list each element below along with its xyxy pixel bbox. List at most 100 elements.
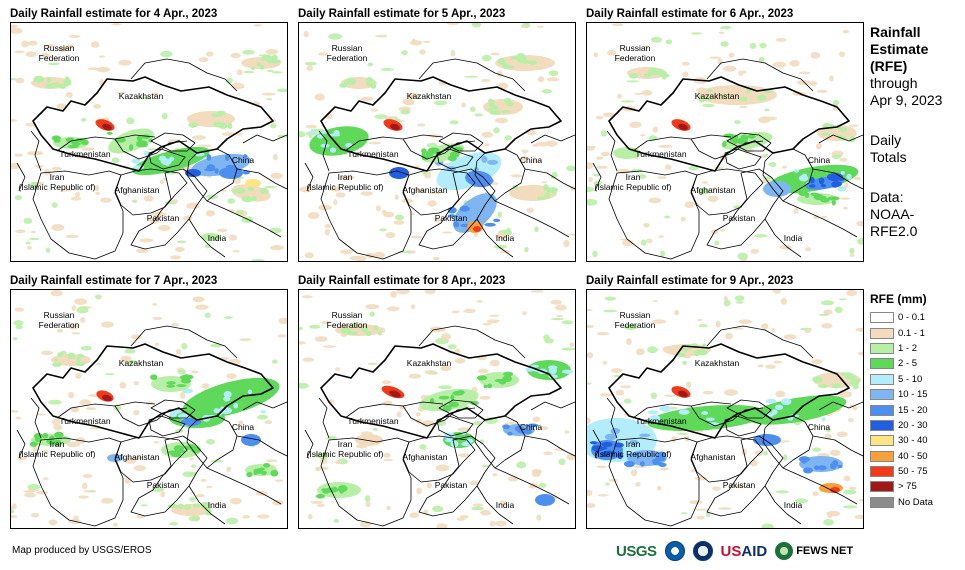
rain-speck xyxy=(381,380,392,385)
border-caspian xyxy=(304,397,330,459)
rain-speck xyxy=(639,134,646,137)
border-central xyxy=(608,76,850,172)
rain-speck xyxy=(587,324,594,329)
border-iran xyxy=(32,170,124,260)
rain-speck xyxy=(550,317,565,321)
rain-speck xyxy=(136,514,145,519)
rain-speck xyxy=(811,447,822,452)
rain-speck xyxy=(270,172,283,179)
rain-cell xyxy=(512,185,519,190)
rain-speck xyxy=(152,211,167,217)
rain-cell xyxy=(840,372,853,376)
rain-speck xyxy=(563,240,570,247)
rain-speck xyxy=(496,232,508,240)
rain-speck xyxy=(839,51,845,58)
rain-speck xyxy=(456,517,465,521)
rain-speck xyxy=(650,392,657,400)
rain-speck xyxy=(597,494,609,497)
rain-speck xyxy=(636,348,645,356)
rain-speck xyxy=(365,303,380,310)
rain-speck xyxy=(409,40,423,46)
rain-speck xyxy=(242,515,251,519)
border-taj xyxy=(724,415,762,437)
rain-cell xyxy=(345,142,353,148)
rain-cell xyxy=(821,417,826,422)
rain-speck xyxy=(596,331,610,336)
rain-speck xyxy=(403,100,415,106)
rain-speck xyxy=(588,177,593,183)
rain-speck xyxy=(177,369,187,375)
rain-cell xyxy=(647,410,659,415)
rain-cell xyxy=(243,154,248,158)
rain-cell xyxy=(830,462,837,470)
rain-speck xyxy=(474,113,483,117)
rain-speck xyxy=(771,328,776,333)
rain-speck xyxy=(264,420,273,424)
rain-cell xyxy=(846,173,852,180)
rain-speck xyxy=(299,382,309,389)
rain-speck xyxy=(307,513,313,520)
rain-cell xyxy=(706,89,713,93)
rain-speck xyxy=(772,290,781,294)
rain-speck xyxy=(330,186,341,192)
legend-item: 10 - 15 xyxy=(870,387,962,402)
sidebar-title-2: Estimate xyxy=(870,41,929,57)
rain-speck xyxy=(360,191,374,196)
rain-cell xyxy=(481,155,488,163)
rain-cell xyxy=(320,130,328,134)
rain-cell xyxy=(328,133,341,137)
sidebar-data-1: Data: xyxy=(870,189,904,205)
rain-cell xyxy=(136,142,149,148)
rain-speck xyxy=(715,320,721,328)
rain-cell xyxy=(45,83,57,89)
rain-speck xyxy=(324,228,330,236)
sidebar-through-2: Apr 9, 2023 xyxy=(870,92,943,108)
border-afghan xyxy=(402,168,476,216)
country-label-turkmenistan: Turkmenistan xyxy=(635,416,686,426)
rain-speck xyxy=(95,191,101,195)
rain-cell xyxy=(639,461,645,467)
rain-speck xyxy=(432,256,440,261)
rain-speck xyxy=(820,215,828,218)
rain-speck xyxy=(645,238,653,244)
rain-speck xyxy=(433,218,442,223)
rain-speck xyxy=(368,141,381,145)
rain-speck xyxy=(226,373,237,379)
rain-speck xyxy=(638,174,647,179)
rain-cell xyxy=(227,122,233,130)
rain-speck xyxy=(857,351,863,356)
country-label-pakistan: Pakistan xyxy=(435,480,468,490)
usaid-logo: USAID xyxy=(721,543,768,560)
rain-cell xyxy=(377,331,382,336)
rain-speck xyxy=(85,407,97,411)
rain-area xyxy=(108,128,154,154)
rain-speck xyxy=(761,323,769,330)
country-label-kazakhstan: Kazakhstan xyxy=(119,358,164,368)
rain-speck xyxy=(133,409,140,416)
country-label-india: India xyxy=(496,233,515,243)
rain-speck xyxy=(684,201,695,209)
rain-speck xyxy=(596,465,607,469)
rain-cell xyxy=(315,493,325,499)
rain-speck xyxy=(51,418,61,426)
country-label-turkmenistan: Turkmenistan xyxy=(347,416,398,426)
country-label-iran-line2: (Islamic Republic of) xyxy=(595,182,672,192)
rain-speck xyxy=(479,395,491,400)
rain-speck xyxy=(277,334,287,338)
legend-item: 50 - 75 xyxy=(870,464,962,479)
rain-speck xyxy=(620,385,632,389)
rain-speck xyxy=(11,24,18,29)
rain-cell xyxy=(514,426,521,431)
border-central xyxy=(608,343,850,439)
rain-area xyxy=(355,434,383,446)
rain-speck xyxy=(417,123,426,127)
rain-speck xyxy=(829,75,834,82)
rain-speck xyxy=(846,290,857,297)
rain-speck xyxy=(192,296,205,303)
rain-cell xyxy=(659,72,667,77)
rain-speck xyxy=(70,196,82,201)
rain-speck xyxy=(712,486,721,491)
rain-speck xyxy=(449,120,459,125)
rain-speck xyxy=(415,189,427,193)
